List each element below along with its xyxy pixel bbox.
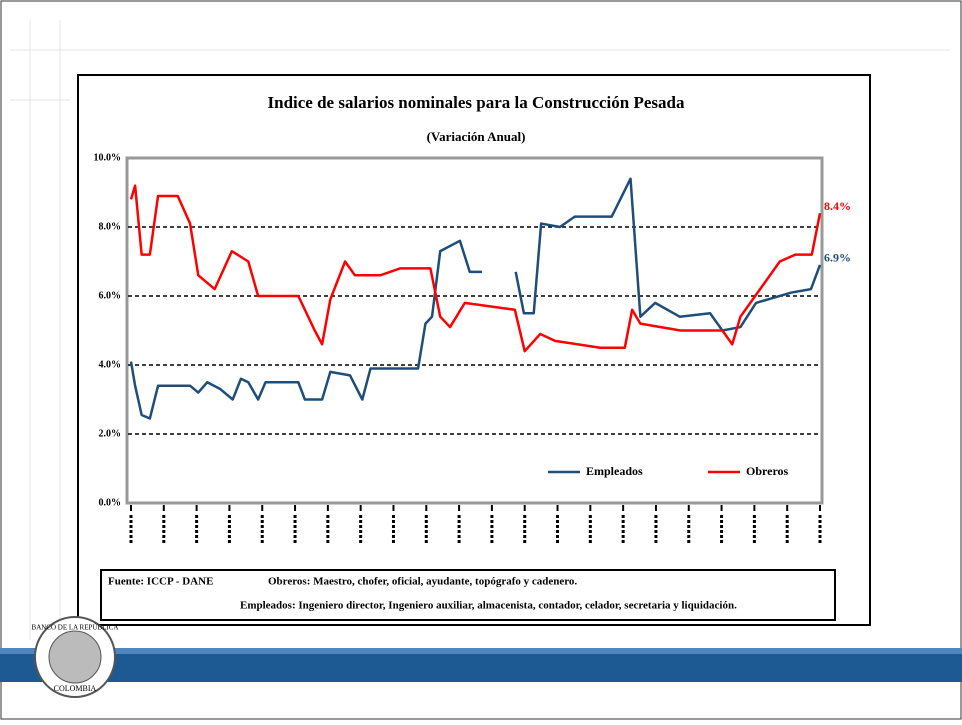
logo-emblem (48, 630, 102, 684)
end-label: 6.9% (824, 251, 851, 265)
note: Empleados: Ingeniero director, Ingeniero… (240, 600, 737, 612)
logo: BANCO DE LA REPÚBLICA COLOMBIA (32, 616, 119, 698)
logo-text: COLOMBIA (54, 684, 97, 693)
footer-band-top (0, 648, 962, 654)
y-tick-label: 8.0% (99, 221, 122, 232)
y-tick-label: 10.0% (94, 152, 122, 163)
legend-label: Empleados (586, 464, 643, 478)
y-tick-label: 4.0% (99, 359, 122, 370)
y-tick-label: 0.0% (99, 497, 122, 508)
source: Fuente: ICCP - DANE (108, 576, 213, 588)
chart-subtitle: (Variación Anual) (427, 129, 526, 144)
end-label: 8.4% (824, 199, 851, 213)
y-tick-label: 6.0% (99, 290, 122, 301)
note: Obreros: Maestro, chofer, oficial, ayuda… (268, 576, 577, 588)
logo-text: BANCO DE LA REPÚBLICA (32, 624, 119, 632)
series-line (129, 184, 822, 353)
note-box (100, 569, 836, 621)
series-line (129, 177, 822, 420)
y-tick-label: 2.0% (99, 428, 122, 439)
chart-title: Indice de salarios nominales para la Con… (268, 93, 685, 112)
decoration (10, 20, 950, 640)
legend-label: Obreros (746, 464, 789, 478)
